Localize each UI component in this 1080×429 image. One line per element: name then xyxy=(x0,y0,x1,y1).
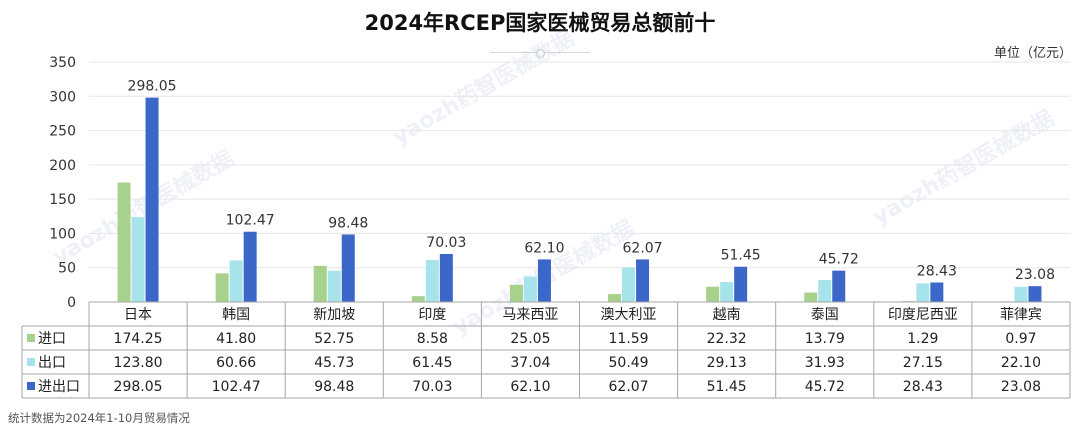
data-label: 298.05 xyxy=(128,79,177,95)
x-tick-label: 澳大利亚 xyxy=(601,307,657,323)
data-label: 98.48 xyxy=(328,215,368,231)
table-cell: 70.03 xyxy=(412,379,452,395)
x-tick-label: 印度尼西亚 xyxy=(888,307,958,323)
table-cell: 25.05 xyxy=(510,331,550,347)
x-tick-label: 泰国 xyxy=(811,307,839,323)
bar xyxy=(509,284,523,302)
bar xyxy=(720,282,734,302)
bar xyxy=(439,253,453,302)
legend-swatch xyxy=(27,334,35,342)
bar xyxy=(622,267,636,302)
legend-label: 进口 xyxy=(38,331,66,347)
bar xyxy=(145,97,159,302)
y-tick-label: 300 xyxy=(49,89,76,105)
x-tick-label: 新加坡 xyxy=(313,307,355,323)
legend-swatch xyxy=(27,358,35,366)
y-tick-label: 350 xyxy=(49,55,76,71)
y-tick-label: 250 xyxy=(49,124,76,140)
unit-label: 单位（亿元） xyxy=(993,46,1072,61)
x-tick-label: 越南 xyxy=(713,307,741,323)
table-cell: 62.10 xyxy=(510,379,550,395)
data-label: 102.47 xyxy=(226,213,275,229)
table-cell: 31.93 xyxy=(805,355,845,371)
chart-title: 2024年RCEP国家医械贸易总额前十 xyxy=(364,11,716,35)
table-cell: 45.73 xyxy=(314,355,354,371)
bar xyxy=(425,259,439,302)
table-cell: 51.45 xyxy=(707,379,747,395)
bar xyxy=(537,259,551,302)
legend-swatch xyxy=(27,382,35,390)
table-cell: 37.04 xyxy=(510,355,550,371)
table-cell: 298.05 xyxy=(114,379,163,395)
legend-label: 出口 xyxy=(38,355,66,371)
table-cell: 28.43 xyxy=(903,379,943,395)
table-cell: 8.58 xyxy=(417,331,448,347)
x-tick-label: 菲律宾 xyxy=(1000,307,1042,323)
data-label: 62.10 xyxy=(524,240,564,256)
bar xyxy=(818,280,832,302)
y-tick-label: 150 xyxy=(49,192,76,208)
legend-label: 进出口 xyxy=(38,379,80,395)
table-cell: 50.49 xyxy=(609,355,649,371)
table-cell: 27.15 xyxy=(903,355,943,371)
data-label: 45.72 xyxy=(819,252,859,268)
table-cell: 61.45 xyxy=(412,355,452,371)
table-cell: 98.48 xyxy=(314,379,354,395)
data-label: 70.03 xyxy=(426,235,466,251)
bar xyxy=(327,270,341,302)
table-cell: 62.07 xyxy=(609,379,649,395)
bar xyxy=(215,273,229,302)
table-cell: 1.29 xyxy=(907,331,938,347)
data-label: 62.07 xyxy=(623,240,663,256)
data-label: 51.45 xyxy=(721,248,761,264)
table-cell: 45.72 xyxy=(805,379,845,395)
y-tick-label: 0 xyxy=(67,295,76,311)
bar xyxy=(916,283,930,302)
y-tick-label: 100 xyxy=(49,226,76,242)
x-tick-label: 马来西亚 xyxy=(502,307,558,323)
bar xyxy=(706,286,720,302)
footnote: 统计数据为2024年1-10月贸易情况 xyxy=(8,411,190,425)
bar xyxy=(523,276,537,302)
bar xyxy=(341,234,355,302)
table-cell: 41.80 xyxy=(216,331,256,347)
y-tick-label: 50 xyxy=(58,261,76,277)
bar xyxy=(243,231,257,302)
table-cell: 52.75 xyxy=(314,331,354,347)
table-cell: 123.80 xyxy=(114,355,163,371)
table-cell: 102.47 xyxy=(212,379,261,395)
bar xyxy=(608,294,622,302)
bar xyxy=(832,270,846,302)
bar xyxy=(804,292,818,302)
x-tick-label: 印度 xyxy=(418,307,446,323)
bar xyxy=(1014,286,1028,302)
table-cell: 23.08 xyxy=(1001,379,1041,395)
x-tick-label: 韩国 xyxy=(222,307,250,323)
bar xyxy=(734,266,748,302)
data-label: 28.43 xyxy=(917,264,957,280)
table-cell: 60.66 xyxy=(216,355,256,371)
table-cell: 174.25 xyxy=(114,331,163,347)
y-tick-label: 200 xyxy=(49,158,76,174)
data-label: 23.08 xyxy=(1015,267,1055,283)
bar xyxy=(131,217,145,302)
title-divider xyxy=(490,49,590,58)
table-cell: 22.10 xyxy=(1001,355,1041,371)
bar xyxy=(636,259,650,302)
table-cell: 11.59 xyxy=(609,331,649,347)
table-cell: 29.13 xyxy=(707,355,747,371)
table-cell: 13.79 xyxy=(805,331,845,347)
x-tick-label: 日本 xyxy=(124,307,152,323)
bar xyxy=(117,182,131,302)
table-cell: 0.97 xyxy=(1005,331,1036,347)
bar xyxy=(930,282,944,302)
bar xyxy=(313,265,327,302)
bar xyxy=(229,260,243,302)
table-cell: 22.32 xyxy=(707,331,747,347)
bar xyxy=(1028,286,1042,302)
bar xyxy=(411,296,425,302)
